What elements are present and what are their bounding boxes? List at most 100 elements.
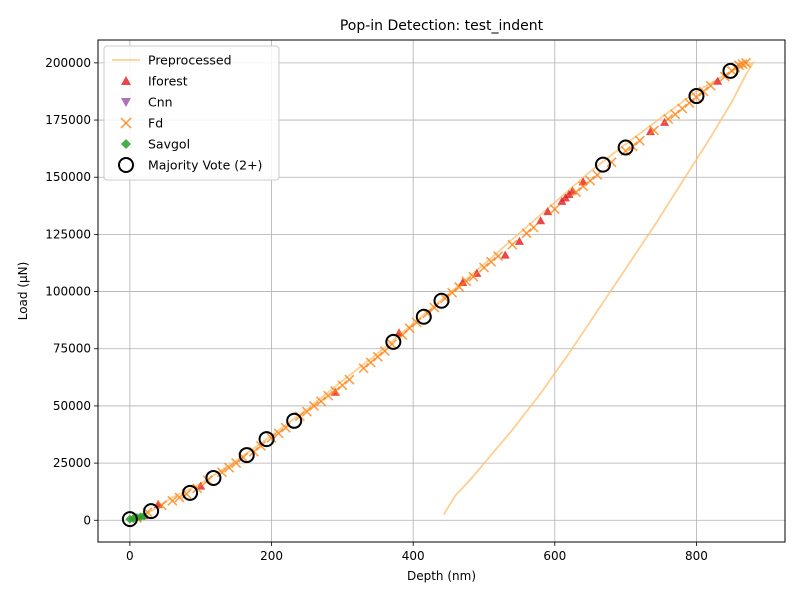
fd-point-stroke <box>486 256 497 267</box>
savgol-point <box>139 511 149 521</box>
fd-point <box>719 71 730 82</box>
fd-point-stroke <box>255 440 266 452</box>
fd-point <box>372 351 383 362</box>
majority-vote-2-point <box>143 503 160 520</box>
fd-point-stroke <box>323 390 334 401</box>
iforest-point <box>514 236 524 245</box>
x-tick-label: 400 <box>402 549 425 563</box>
fd-point-stroke <box>358 363 369 374</box>
fd-point-stroke <box>411 317 422 328</box>
fd-point <box>461 276 472 287</box>
majority-vote-2-point <box>688 88 705 105</box>
y-tick-label: 100000 <box>45 285 91 299</box>
fd-point-stroke <box>740 57 752 68</box>
majority-vote-2-point <box>286 412 303 429</box>
majority-vote-2-point <box>258 431 275 448</box>
chart-title: Pop-in Detection: test_indent <box>340 18 544 34</box>
fd-point <box>684 97 695 108</box>
majority-vote-2-point <box>205 469 222 486</box>
fd-point <box>192 483 203 494</box>
iforest-point <box>458 277 468 287</box>
majority-vote-2-point <box>415 308 432 325</box>
fd-point-stroke <box>439 293 451 304</box>
legend-item-savgol: Savgol <box>121 137 190 152</box>
fd-point-stroke <box>266 432 277 444</box>
legend-marker-swatch <box>120 117 132 129</box>
fd-point <box>740 57 752 68</box>
axis-ticks: 0 200 400 600 800 0 25000 50000 75000 100000 12500… <box>45 56 708 563</box>
fd-point-stroke <box>663 113 674 124</box>
fd-point <box>266 432 277 444</box>
legend-item-cnn: Cnn <box>121 95 173 110</box>
plot-frame <box>97 39 786 543</box>
fd-point-stroke <box>308 400 320 411</box>
fd-point <box>167 495 178 506</box>
fd-point-stroke <box>684 97 695 108</box>
fd-point-stroke <box>273 428 284 439</box>
fd-point-stroke <box>192 483 203 494</box>
legend-marker-swatch <box>118 157 134 173</box>
fd-point <box>737 58 748 70</box>
fd-point <box>648 125 660 136</box>
fd-point-stroke <box>507 239 518 250</box>
fd-point-stroke <box>167 495 178 506</box>
fd-point-stroke <box>454 281 465 293</box>
fd-point <box>358 363 369 374</box>
fd-point-stroke <box>634 135 645 146</box>
fd-point <box>301 406 312 417</box>
iforest-point <box>713 76 723 85</box>
fd-point <box>156 500 167 511</box>
y-tick-label: 200000 <box>45 56 91 70</box>
legend-item-preprocessed: Preprocessed <box>112 53 232 68</box>
majority-vote-2-point <box>182 484 199 501</box>
fd-point <box>223 462 235 473</box>
fd-point-stroke <box>606 157 617 168</box>
fd-point <box>507 239 518 250</box>
fd-point <box>691 92 702 103</box>
fd-point <box>316 396 327 407</box>
fd-point <box>698 86 709 97</box>
legend-label: Savgol <box>148 137 190 152</box>
fd-point-stroke <box>316 396 327 407</box>
legend-label: Cnn <box>148 95 173 110</box>
fd-point <box>663 113 674 124</box>
fd-point-stroke <box>461 276 472 287</box>
fd-point-stroke <box>578 181 589 192</box>
x-tick-label: 200 <box>260 549 283 563</box>
y-tick-label: 25000 <box>53 456 91 470</box>
iforest-point <box>645 126 655 136</box>
fd-point-stroke <box>468 271 479 282</box>
fd-point <box>323 390 334 401</box>
fd-point-stroke <box>372 351 383 362</box>
fd-point-stroke <box>422 308 433 319</box>
fd-point <box>404 323 415 334</box>
fd-point-stroke <box>231 458 242 469</box>
fd-point <box>493 251 504 262</box>
fd-point <box>447 287 458 298</box>
fd-point <box>486 256 497 267</box>
fd-point <box>571 187 582 198</box>
y-tick-label: 150000 <box>45 170 91 184</box>
y-tick-label: 75000 <box>53 342 91 356</box>
fd-point-stroke <box>648 125 660 136</box>
fd-point <box>365 357 376 368</box>
fd-point-stroke <box>447 287 458 298</box>
fd-point-stroke <box>238 452 249 463</box>
legend-label: Majority Vote (2+) <box>148 158 262 173</box>
y-tick-label: 125000 <box>45 227 91 241</box>
x-tick-label: 600 <box>543 549 566 563</box>
y-axis-label: Load (µN) <box>16 262 30 321</box>
fd-point <box>478 262 490 273</box>
fd-point-stroke <box>429 302 440 313</box>
fd-point-stroke <box>719 71 730 82</box>
fd-point-stroke <box>549 204 560 215</box>
majority-vote-2-point <box>238 447 255 464</box>
legend-label: Fd <box>148 116 163 131</box>
fd-point <box>677 103 688 114</box>
iforest-point <box>500 250 510 259</box>
fd-point-stroke <box>493 251 504 262</box>
legend-marker-swatch <box>121 139 131 149</box>
fd-point <box>308 400 320 411</box>
legend-item-majority-vote-2: Majority Vote (2+) <box>118 157 262 173</box>
fd-point-stroke <box>344 374 355 385</box>
